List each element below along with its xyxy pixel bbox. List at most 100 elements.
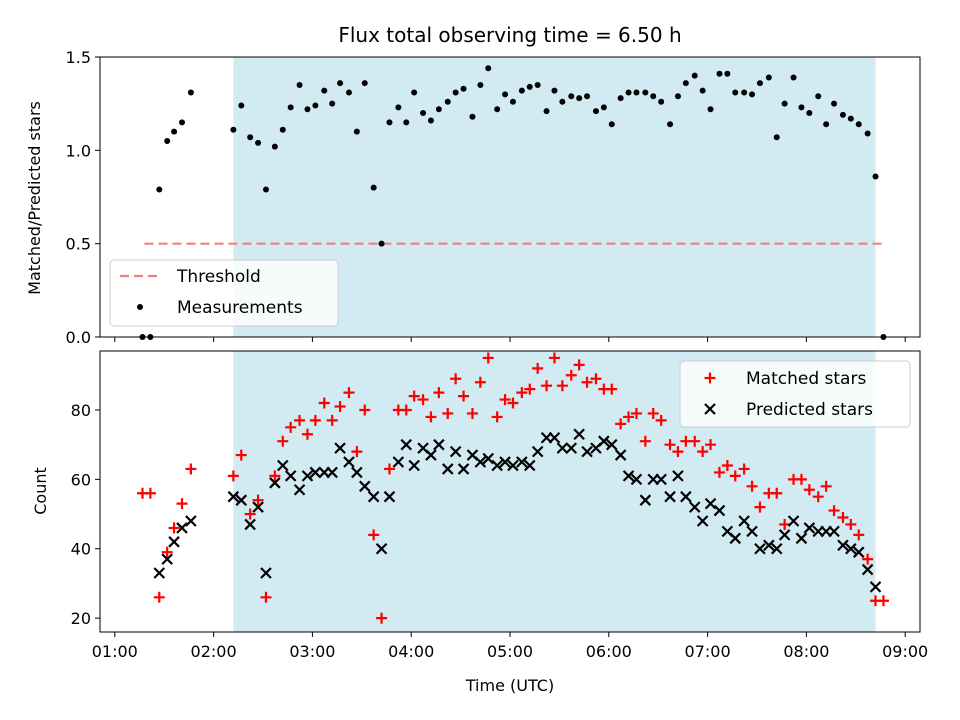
predicted-star-point <box>845 542 857 555</box>
matched-star-point <box>277 435 289 447</box>
measurement-point <box>329 100 336 107</box>
predicted-star-point <box>276 459 289 472</box>
matched-star-point <box>532 362 544 374</box>
predicted-star-point <box>499 456 511 468</box>
predicted-star-point <box>326 466 338 479</box>
top-y-tick-label: 1.0 <box>66 141 91 160</box>
measurement-point <box>395 104 402 111</box>
matched-star-point <box>343 387 355 399</box>
matched-star-point <box>260 591 272 603</box>
matched-star-point <box>466 407 478 419</box>
measurement-point <box>592 108 599 115</box>
bottom-x-tick-label: 02:00 <box>191 642 237 661</box>
matched-star-point <box>664 439 676 451</box>
measurement-point <box>732 89 739 96</box>
measurement-point <box>485 65 492 72</box>
bottom-x-tick-label: 09:00 <box>882 642 928 661</box>
matched-star-point <box>771 487 783 499</box>
predicted-star-point <box>763 539 775 552</box>
measurement-point <box>403 119 410 126</box>
matched-star-point <box>746 480 758 492</box>
measurement-point <box>551 87 558 94</box>
matched-star-point <box>639 435 651 447</box>
predicted-star-point <box>161 553 173 565</box>
matched-star-point <box>294 414 306 426</box>
measurement-point <box>741 89 748 96</box>
predicted-star-point <box>704 497 717 510</box>
legend-predicted-swatch <box>704 403 716 415</box>
predicted-star-point <box>425 449 437 461</box>
predicted-star-point <box>672 470 684 482</box>
predicted-star-point <box>235 494 248 506</box>
measurement-point <box>494 106 501 113</box>
bottom-y-tick-label: 20 <box>71 609 91 628</box>
predicted-star-point <box>622 470 635 482</box>
measurement-point <box>378 240 385 247</box>
measurement-point <box>756 80 763 87</box>
predicted-star-point <box>713 504 726 517</box>
matched-star-point <box>318 397 330 409</box>
measurement-point <box>749 91 756 98</box>
top-observing-span <box>233 57 876 337</box>
matched-star-point <box>573 359 585 371</box>
matched-star-point <box>450 373 462 385</box>
predicted-star-point <box>516 456 528 468</box>
measurement-point <box>411 89 418 96</box>
matched-star-point <box>812 491 824 503</box>
matched-star-point <box>623 411 635 423</box>
top-y-tick-label: 1.5 <box>66 48 91 67</box>
predicted-star-point <box>639 494 652 506</box>
predicted-star-point <box>351 466 363 479</box>
predicted-star-point <box>153 567 166 579</box>
matched-star-point <box>433 387 445 399</box>
top-axes-frame <box>99 56 921 338</box>
predicted-star-point <box>630 473 643 486</box>
matched-star-point <box>491 411 503 423</box>
predicted-star-point <box>688 501 701 513</box>
matched-star-point <box>368 529 380 541</box>
matched-star-point <box>458 390 470 402</box>
matched-star-point <box>185 463 197 475</box>
matched-star-point <box>227 470 239 482</box>
measurement-point <box>584 93 591 100</box>
matched-star-point <box>647 407 659 419</box>
measurement-point <box>420 110 427 116</box>
predicted-star-point <box>301 470 314 482</box>
predicted-star-point <box>408 459 420 472</box>
predicted-star-point <box>441 463 454 475</box>
measurement-point <box>716 70 723 77</box>
measurement-point <box>855 121 862 128</box>
predicted-star-point <box>176 522 188 534</box>
measurement-point <box>625 89 632 96</box>
predicted-star-point <box>795 532 808 545</box>
measurement-point <box>164 138 171 144</box>
matched-star-point <box>581 376 593 388</box>
legend-matched-label: Matched stars <box>746 369 866 389</box>
predicted-star-point <box>837 539 849 552</box>
matched-star-point <box>820 480 832 492</box>
predicted-star-point <box>392 456 405 468</box>
predicted-star-point <box>507 459 519 472</box>
predicted-star-point <box>457 463 470 475</box>
matched-star-point <box>252 494 264 506</box>
matched-star-point <box>269 470 281 482</box>
measurement-point <box>509 98 516 105</box>
predicted-star-point <box>474 456 487 468</box>
measurement-point <box>271 143 278 150</box>
measurement-point <box>460 85 467 92</box>
predicted-star-point <box>664 490 676 503</box>
measurement-point <box>518 87 525 94</box>
measurement-point <box>576 95 583 102</box>
measurement-point <box>847 115 854 122</box>
predicted-star-point <box>168 536 180 548</box>
bottom-legend: Matched stars Predicted stars <box>679 360 911 428</box>
measurement-point <box>839 111 846 118</box>
matched-star-point <box>326 414 338 426</box>
measurement-point <box>287 104 294 111</box>
predicted-star-point <box>655 473 667 486</box>
measurement-point <box>642 89 649 96</box>
measurement-point <box>617 95 624 102</box>
measurement-point <box>526 83 533 90</box>
matched-star-point <box>144 487 156 499</box>
predicted-star-point <box>260 567 272 579</box>
